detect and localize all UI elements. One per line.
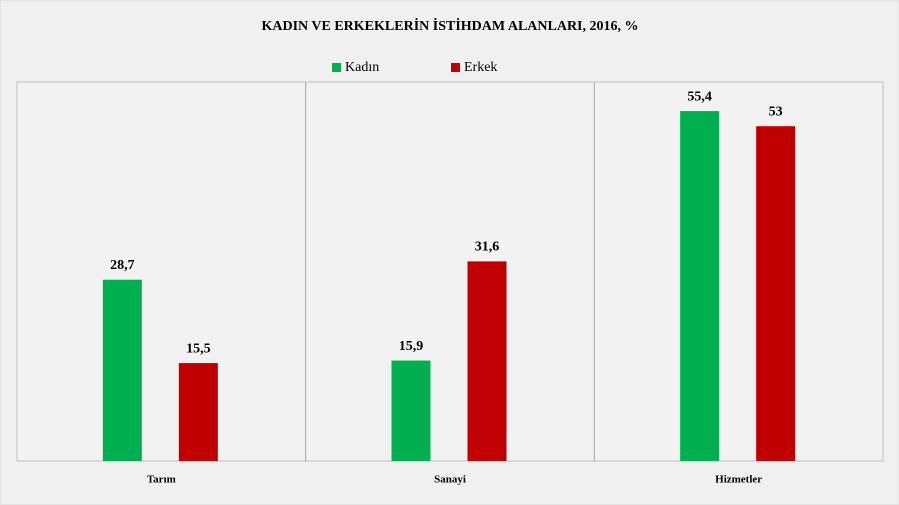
data-label: 15,5 <box>186 341 211 356</box>
data-label: 55,4 <box>687 89 712 104</box>
bar <box>680 111 720 461</box>
data-label: 15,9 <box>399 339 424 354</box>
data-label: 53 <box>769 104 783 119</box>
x-tick-label: Tarım <box>147 474 176 486</box>
data-label: 28,7 <box>110 258 135 273</box>
chart-title: KADIN VE ERKEKLERİN İSTİHDAM ALANLARI, 2… <box>261 17 638 34</box>
bar <box>102 279 142 461</box>
legend-label: Erkek <box>464 60 497 75</box>
x-tick-label: Sanayi <box>434 474 466 486</box>
data-label: 31,6 <box>475 240 500 255</box>
legend-swatch <box>451 63 460 72</box>
bar <box>391 360 431 461</box>
bar <box>467 261 507 461</box>
plot-area <box>16 81 884 462</box>
legend-label: Kadın <box>345 60 379 75</box>
bar <box>178 363 218 461</box>
legend-swatch <box>332 63 341 72</box>
x-tick-label: Hizmetler <box>715 474 762 486</box>
bar <box>756 126 796 461</box>
